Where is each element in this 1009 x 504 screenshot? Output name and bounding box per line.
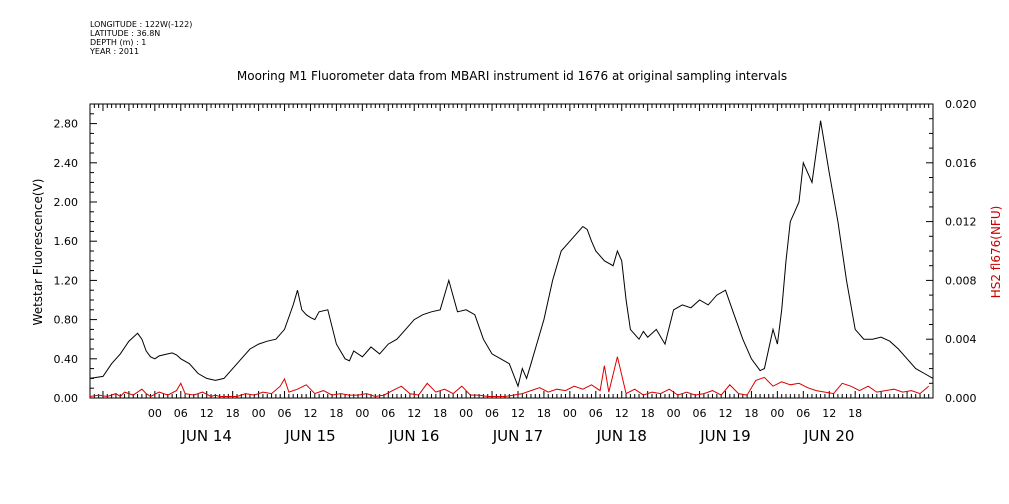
y2-tick-label: 0.016 — [945, 157, 977, 170]
x-tick-label: 00 — [252, 407, 266, 420]
y-tick-label: 2.80 — [54, 118, 79, 131]
x-tick-label: 18 — [433, 407, 447, 420]
y-tick-label: 0.80 — [54, 314, 79, 327]
x-tick-label: 00 — [563, 407, 577, 420]
y2-tick-label: 0.004 — [945, 333, 977, 346]
plot-frame — [89, 103, 934, 399]
x-tick-label: 00 — [355, 407, 369, 420]
x-tick-label: 12 — [511, 407, 525, 420]
x-tick-label: 18 — [744, 407, 758, 420]
x-tick-label: 00 — [459, 407, 473, 420]
x-tick-label: 06 — [796, 407, 810, 420]
y-tick-label: 2.00 — [54, 196, 79, 209]
series-layer — [89, 120, 934, 398]
chart-title: Mooring M1 Fluorometer data from MBARI i… — [237, 69, 787, 83]
meta-depth: DEPTH (m) : 1 — [90, 38, 147, 47]
x-tick-label: 12 — [615, 407, 629, 420]
x-day-label: JUN 20 — [803, 427, 854, 445]
y-tick-label: 1.60 — [54, 235, 79, 248]
x-tick-label: 00 — [667, 407, 681, 420]
x-day-label: JUN 16 — [388, 427, 439, 445]
x-tick-label: 18 — [641, 407, 655, 420]
x-tick-label: 06 — [278, 407, 292, 420]
x-tick-label: 12 — [822, 407, 836, 420]
x-day-label: JUN 19 — [699, 427, 750, 445]
x-day-label: JUN 18 — [595, 427, 646, 445]
plot-border — [89, 103, 934, 399]
metadata-block: LONGITUDE : 122W(-122) LATITUDE : 36.8N … — [90, 20, 192, 56]
y-axis-label: Wetstar Fluorescence(V) — [31, 179, 45, 326]
x-tick-label: 06 — [589, 407, 603, 420]
y2-tick-label: 0.012 — [945, 216, 977, 229]
series-wetstar-line — [89, 120, 934, 388]
y2-axis-label: HS2 fl676(NFU) — [989, 206, 1003, 299]
x-tick-label: 18 — [537, 407, 551, 420]
meta-longitude: LONGITUDE : 122W(-122) — [90, 20, 193, 29]
x-day-label: JUN 15 — [284, 427, 335, 445]
x-tick-label: 00 — [770, 407, 784, 420]
x-tick-label: 18 — [329, 407, 343, 420]
meta-latitude: LATITUDE : 36.8N — [90, 29, 161, 38]
x-day-label: JUN 14 — [180, 427, 231, 445]
y2-tick-label: 0.020 — [945, 98, 977, 111]
x-tick-label: 00 — [148, 407, 162, 420]
axis-ticks — [89, 103, 934, 399]
x-tick-label: 12 — [718, 407, 732, 420]
x-tick-label: 06 — [485, 407, 499, 420]
x-tick-label: 18 — [226, 407, 240, 420]
y-tick-label: 1.20 — [54, 274, 79, 287]
y-tick-label: 2.40 — [54, 157, 79, 170]
x-tick-label: 12 — [200, 407, 214, 420]
y2-tick-label: 0.008 — [945, 274, 977, 287]
x-tick-label: 12 — [303, 407, 317, 420]
series-hs2-line — [89, 356, 930, 398]
x-tick-label: 06 — [174, 407, 188, 420]
x-tick-label: 06 — [693, 407, 707, 420]
y-tick-label: 0.00 — [54, 392, 79, 405]
x-tick-label: 06 — [381, 407, 395, 420]
meta-year: YEAR : 2011 — [90, 47, 140, 56]
y-tick-label: 0.40 — [54, 353, 79, 366]
x-day-label: JUN 17 — [492, 427, 543, 445]
x-tick-label: 18 — [848, 407, 862, 420]
axis-labels: 00 06 12 18 JUN 14 00 06 12 18 JUN 15 00 06 12 18 JUN … — [54, 98, 977, 445]
x-tick-label: 12 — [407, 407, 421, 420]
y2-tick-label: 0.000 — [945, 392, 977, 405]
